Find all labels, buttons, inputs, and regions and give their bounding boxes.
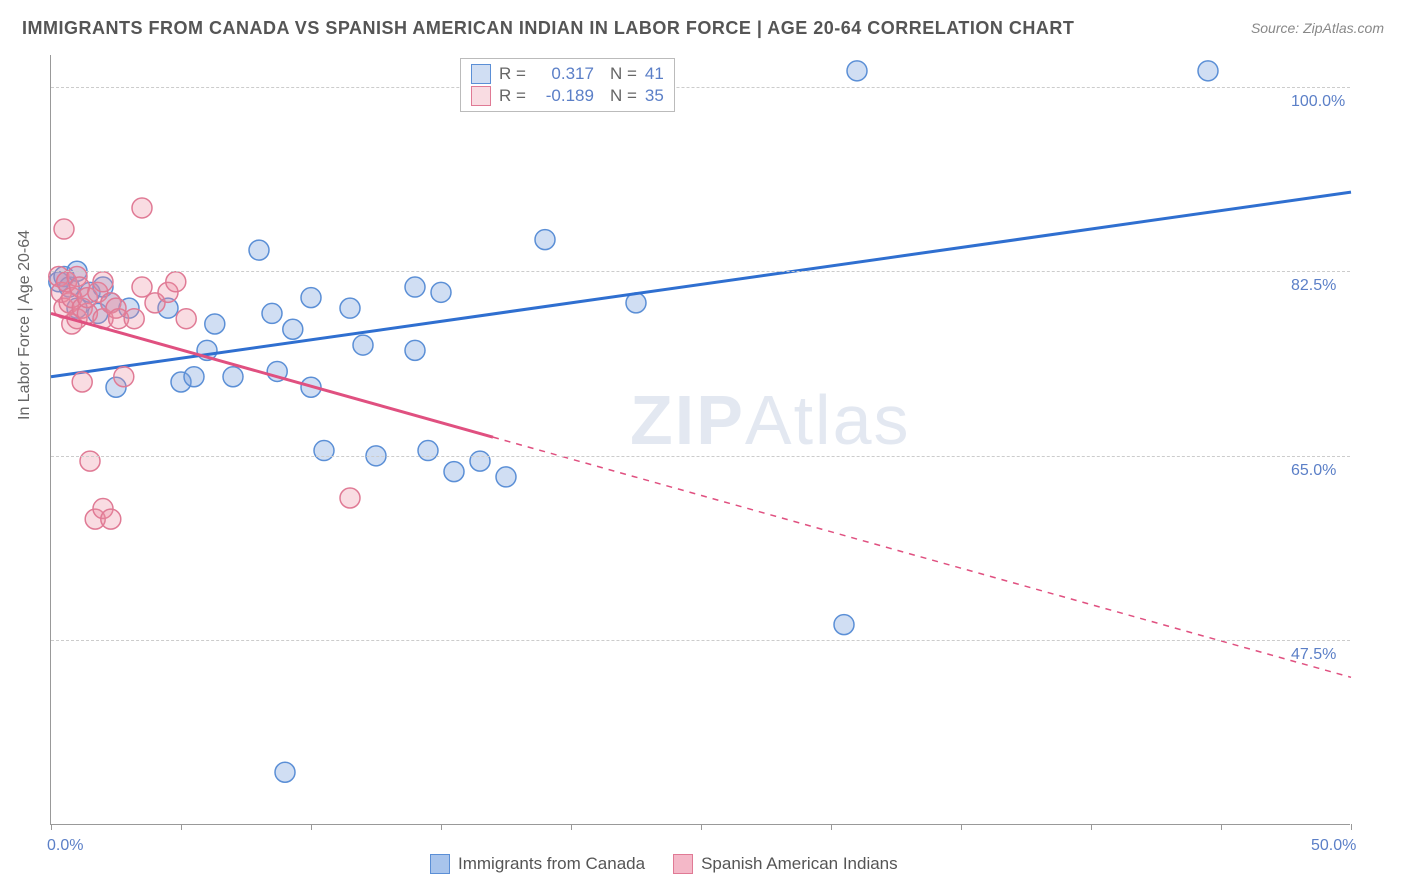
data-point [54,219,74,239]
x-tick [831,824,832,830]
y-tick-label: 47.5% [1291,646,1406,664]
gridline [51,87,1350,88]
data-point [101,509,121,529]
trend-line [51,192,1351,377]
legend-label: Immigrants from Canada [458,854,645,874]
legend-r-value: -0.189 [534,86,594,106]
data-point [124,309,144,329]
x-tick [1351,824,1352,830]
data-point [340,488,360,508]
data-point [418,441,438,461]
y-axis-label: In Labor Force | Age 20-64 [16,230,34,420]
data-point [444,462,464,482]
y-tick-label: 100.0% [1291,93,1406,111]
legend-n-label: N = [610,64,637,84]
legend-series: Immigrants from Canada Spanish American I… [430,854,898,874]
data-point [249,240,269,260]
data-point [340,298,360,318]
legend-swatch [673,854,693,874]
x-tick [311,824,312,830]
data-point [205,314,225,334]
x-tick [571,824,572,830]
data-point [834,615,854,635]
data-point [353,335,373,355]
data-point [275,762,295,782]
legend-r-value: 0.317 [534,64,594,84]
y-tick-label: 65.0% [1291,462,1406,480]
x-tick [1091,824,1092,830]
gridline [51,456,1350,457]
legend-swatch [471,86,491,106]
legend-item: Spanish American Indians [673,854,898,874]
scatter-chart-svg [51,55,1350,824]
data-point [262,303,282,323]
legend-n-label: N = [610,86,637,106]
legend-swatch [430,854,450,874]
x-tick [51,824,52,830]
y-tick-label: 82.5% [1291,277,1406,295]
data-point [431,282,451,302]
source-label: Source: ZipAtlas.com [1251,20,1384,36]
data-point [184,367,204,387]
legend-swatch [471,64,491,84]
data-point [314,441,334,461]
data-point [80,451,100,471]
x-tick [181,824,182,830]
data-point [1198,61,1218,81]
data-point [535,230,555,250]
data-point [405,277,425,297]
legend-stat-row: R = -0.189 N = 35 [471,85,664,107]
legend-r-label: R = [499,86,526,106]
x-tick [1221,824,1222,830]
data-point [405,340,425,360]
x-tick [701,824,702,830]
plot-area: 47.5%65.0%82.5%100.0%0.0%50.0% [50,55,1350,825]
data-point [470,451,490,471]
data-point [166,272,186,292]
chart-title: IMMIGRANTS FROM CANADA VS SPANISH AMERIC… [22,18,1074,39]
data-point [301,288,321,308]
legend-stat-row: R = 0.317 N = 41 [471,63,664,85]
gridline [51,271,1350,272]
legend-r-label: R = [499,64,526,84]
legend-n-value: 35 [645,86,664,106]
data-point [283,319,303,339]
data-point [132,198,152,218]
legend-label: Spanish American Indians [701,854,898,874]
x-tick [441,824,442,830]
data-point [496,467,516,487]
data-point [114,367,134,387]
legend-stats: R = 0.317 N = 41 R = -0.189 N = 35 [460,58,675,112]
legend-n-value: 41 [645,64,664,84]
data-point [223,367,243,387]
x-tick [961,824,962,830]
data-point [72,372,92,392]
data-point [176,309,196,329]
data-point [847,61,867,81]
data-point [93,272,113,292]
x-tick-label: 50.0% [1311,837,1356,855]
x-tick-label: 0.0% [47,837,83,855]
legend-item: Immigrants from Canada [430,854,645,874]
gridline [51,640,1350,641]
